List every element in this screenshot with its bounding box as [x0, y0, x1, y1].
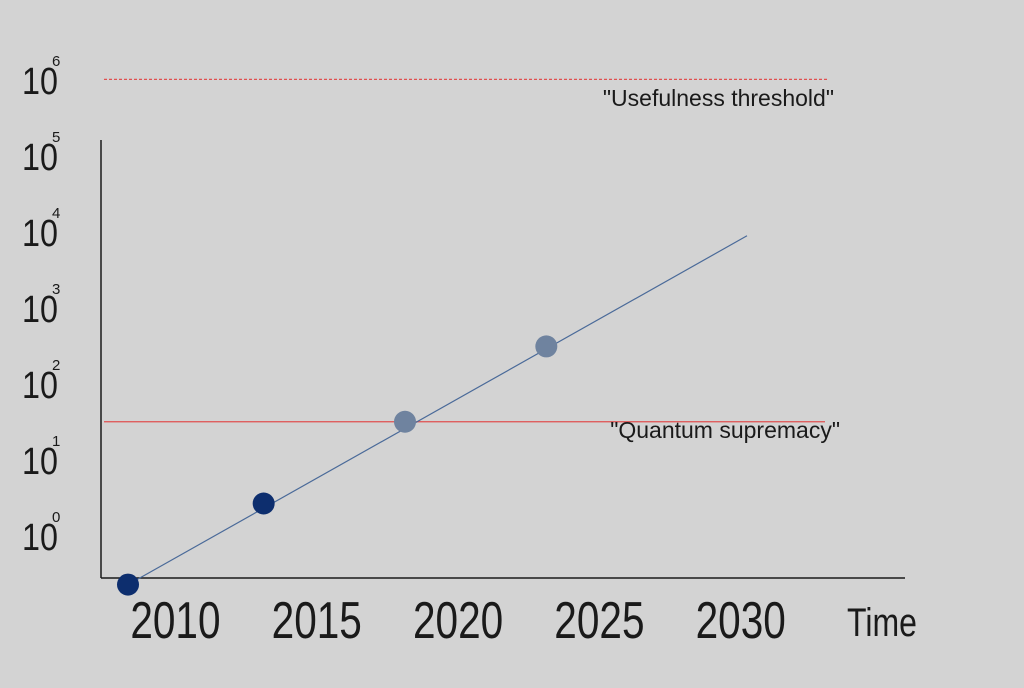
y-tick-label-10e2: 10 [22, 365, 58, 407]
x-tick-label-2020: 2020 [413, 591, 503, 649]
threshold-label-0: "Usefulness threshold" [603, 85, 834, 111]
y-tick-label-10e3: 10 [22, 289, 58, 331]
data-point-0 [117, 573, 139, 596]
y-tick-exponent-2: 2 [52, 357, 60, 374]
y-tick-exponent-0: 0 [52, 509, 60, 526]
data-point-1 [252, 492, 275, 515]
x-axis-label: Time [847, 600, 917, 645]
y-tick-exponent-4: 4 [52, 205, 60, 222]
trend-line [127, 235, 748, 586]
y-tick-label-10e6: 10 [22, 61, 58, 103]
y-tick-label-10e5: 10 [22, 137, 58, 179]
data-point-2 [393, 410, 416, 433]
y-tick-exponent-1: 1 [52, 433, 60, 450]
x-tick-label-2010: 2010 [130, 591, 220, 649]
y-tick-label-10e1: 10 [22, 441, 58, 483]
y-tick-exponent-6: 6 [52, 53, 60, 70]
x-tick-label-2025: 2025 [554, 591, 644, 649]
threshold-label-1: "Quantum supremacy" [610, 417, 840, 443]
y-tick-exponent-5: 5 [52, 129, 60, 146]
y-tick-exponent-3: 3 [52, 281, 60, 298]
data-point-3 [535, 335, 558, 358]
x-tick-label-2030: 2030 [696, 591, 786, 649]
y-tick-label-10e4: 10 [22, 213, 58, 255]
x-tick-label-2015: 2015 [272, 591, 362, 649]
y-tick-label-10e0: 10 [22, 517, 58, 559]
